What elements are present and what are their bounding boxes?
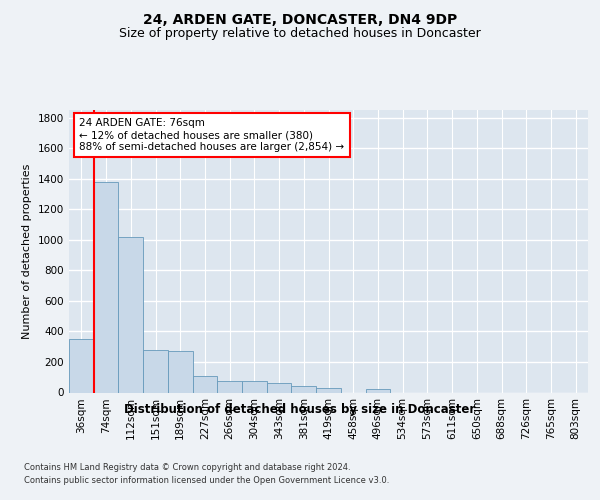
Bar xyxy=(118,236,143,392)
Bar xyxy=(292,386,316,392)
Y-axis label: Number of detached properties: Number of detached properties xyxy=(22,164,32,339)
Text: 24 ARDEN GATE: 76sqm
← 12% of detached houses are smaller (380)
88% of semi-deta: 24 ARDEN GATE: 76sqm ← 12% of detached h… xyxy=(79,118,344,152)
Bar xyxy=(69,339,94,392)
Bar xyxy=(168,352,193,393)
Text: Distribution of detached houses by size in Doncaster: Distribution of detached houses by size … xyxy=(124,402,476,415)
Bar xyxy=(365,388,390,392)
Bar xyxy=(316,388,341,392)
Bar xyxy=(193,376,217,392)
Bar xyxy=(267,384,292,392)
Text: Contains HM Land Registry data © Crown copyright and database right 2024.: Contains HM Land Registry data © Crown c… xyxy=(24,462,350,471)
Bar xyxy=(94,182,118,392)
Text: 24, ARDEN GATE, DONCASTER, DN4 9DP: 24, ARDEN GATE, DONCASTER, DN4 9DP xyxy=(143,12,457,26)
Text: Contains public sector information licensed under the Open Government Licence v3: Contains public sector information licen… xyxy=(24,476,389,485)
Bar xyxy=(143,350,168,393)
Bar xyxy=(242,381,267,392)
Text: Size of property relative to detached houses in Doncaster: Size of property relative to detached ho… xyxy=(119,28,481,40)
Bar xyxy=(217,381,242,392)
